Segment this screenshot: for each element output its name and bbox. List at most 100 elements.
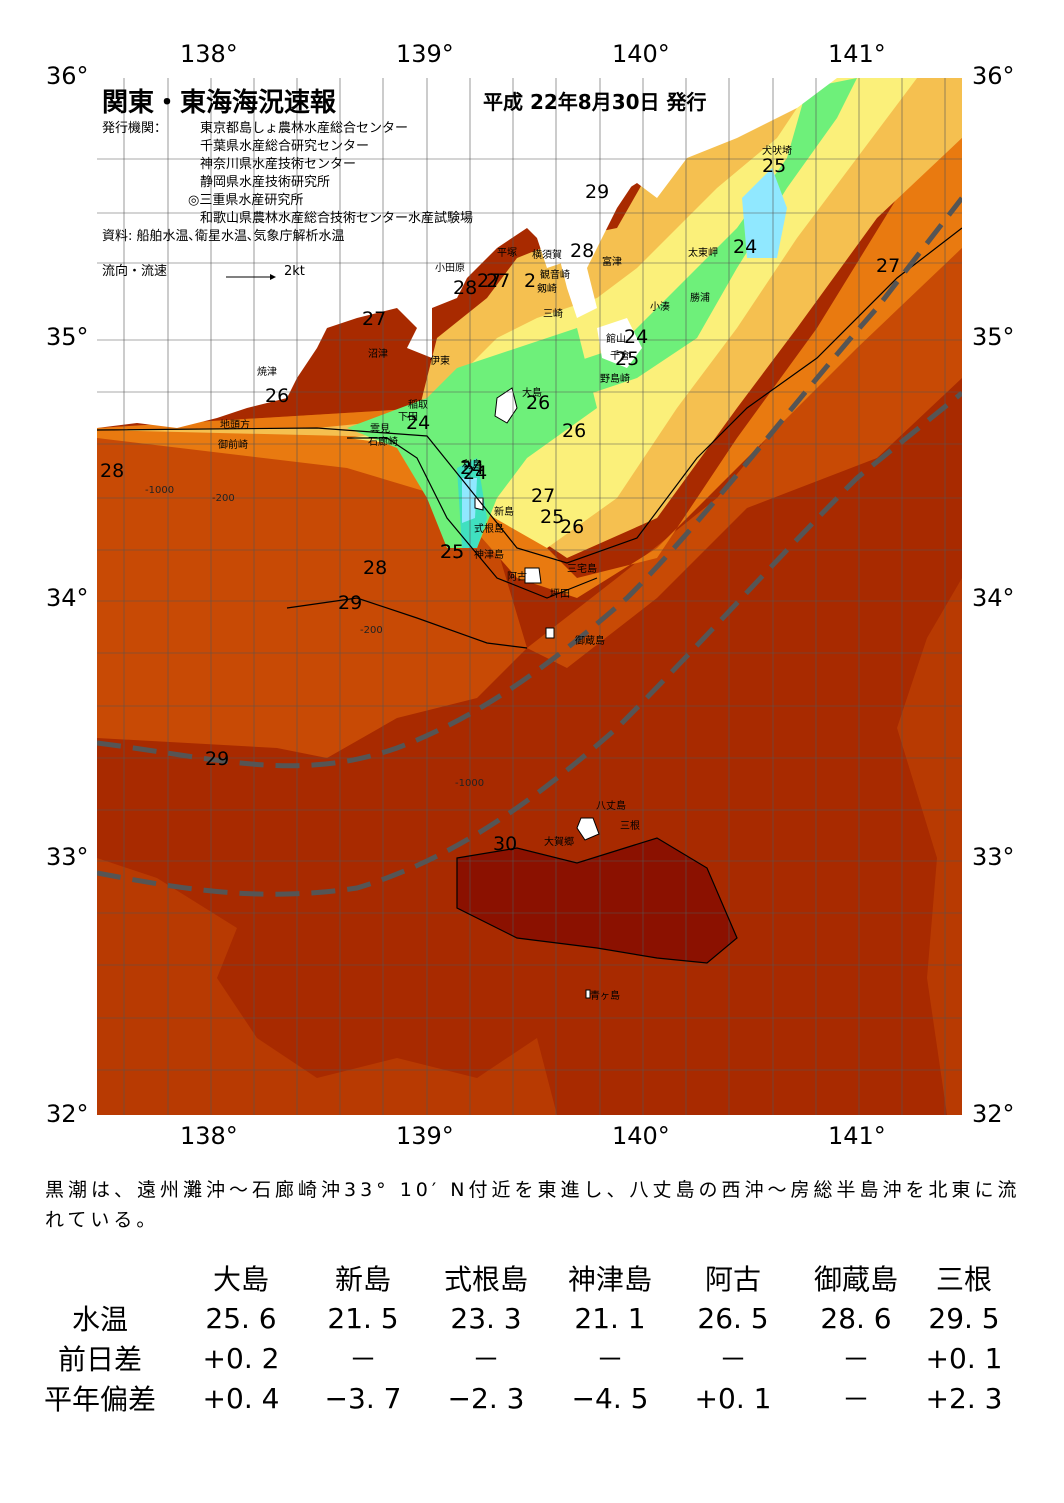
table-cell: +0. 2 xyxy=(202,1341,280,1375)
place-name: 大島 xyxy=(522,388,542,399)
isotherm-label: 27 xyxy=(477,270,502,292)
land-mikurajima xyxy=(545,627,555,639)
isotherm-label: 25 xyxy=(540,506,565,528)
isotherm-label: 30 xyxy=(493,833,518,855)
flow-legend-label: 流向・流速 xyxy=(102,264,168,279)
isotherm-label: 24 xyxy=(406,412,431,434)
isotherm-label: 25 xyxy=(615,348,640,370)
lon-label-140-bottom: 140° xyxy=(612,1122,670,1150)
lat-label-35-left: 35° xyxy=(46,323,89,351)
table-cell: 29. 5 xyxy=(928,1301,1000,1335)
place-name: 小湊 xyxy=(650,302,670,313)
lat-label-34-right: 34° xyxy=(972,584,1015,612)
lat-label-32-left: 32° xyxy=(46,1100,89,1128)
isotherm-label: 2 xyxy=(524,270,537,292)
isotherm-label: 25 xyxy=(762,155,787,177)
isotherm-label: 25 xyxy=(440,541,465,563)
isotherm-label: 27 xyxy=(486,270,511,292)
lat-label-36-left: 36° xyxy=(46,62,89,90)
place-name: 阿古 xyxy=(507,572,527,583)
place-name: 三根 xyxy=(620,821,640,832)
isotherm-label: 24 xyxy=(733,236,758,258)
place-name: 三崎 xyxy=(543,309,563,320)
sst-band-28-west xyxy=(97,408,527,758)
table-header-cell: 三根 xyxy=(935,1263,992,1296)
lat-label-35-right: 35° xyxy=(972,323,1015,351)
kuroshio-axis xyxy=(97,196,962,897)
depth-label: -200 xyxy=(360,625,383,636)
table-cell: −2. 3 xyxy=(447,1381,525,1415)
place-name: 横須賀 xyxy=(532,250,562,261)
depth-label: -200 xyxy=(212,493,235,504)
table-header-cell: 阿古 xyxy=(704,1263,761,1296)
lat-label-36-right: 36° xyxy=(972,62,1015,90)
table-cell: － xyxy=(841,1383,870,1416)
place-name: 稲取 xyxy=(408,400,428,411)
table-row: 前日差 +0. 2 － － － － － +0. 1 xyxy=(20,1338,1010,1378)
isotherm-label: 25 xyxy=(440,541,465,563)
place-name: 千倉 xyxy=(610,351,630,362)
table-row: 水温 25. 6 21. 5 23. 3 21. 1 26. 5 28. 6 2… xyxy=(20,1298,1010,1338)
table-cell: 26. 5 xyxy=(697,1301,769,1335)
publisher-item: 和歌山県農林水産総合技術センター水産試験場 xyxy=(200,211,474,226)
place-name: 八丈島 xyxy=(596,801,626,812)
table-cell: 25. 6 xyxy=(205,1301,277,1335)
place-name: 御前崎 xyxy=(218,440,248,451)
table-cell: － xyxy=(348,1343,377,1376)
data-source: 資料: 船舶水温､衛星水温､気象庁解析水温 xyxy=(102,229,345,244)
lon-label-139-bottom: 139° xyxy=(396,1122,454,1150)
table-cell: +2. 3 xyxy=(925,1381,1003,1415)
row-label: 平年偏差 xyxy=(43,1383,156,1416)
table-header-cell: 神津島 xyxy=(567,1263,652,1296)
place-name: 坪田 xyxy=(550,589,570,600)
isotherm-label: 29 xyxy=(338,592,363,614)
temperature-table: 大島 新島 式根島 神津島 阿古 御蔵島 三根 水温 25. 6 21. 5 2… xyxy=(20,1258,1010,1418)
lon-label-138-top: 138° xyxy=(180,40,238,68)
table-cell: +0. 1 xyxy=(694,1381,772,1415)
place-name: 青ヶ島 xyxy=(590,991,620,1002)
sea-temperature-map xyxy=(97,78,962,1115)
place-name: 雲見 xyxy=(370,424,390,435)
place-name: 三宅島 xyxy=(567,564,597,575)
table-cell: － xyxy=(595,1343,624,1376)
sst-band-30-core xyxy=(457,838,737,963)
place-name: 勝浦 xyxy=(690,293,710,304)
publisher-list: 東京都島しょ農林水産総合センター 千葉県水産総合研究センター 神奈川県水産技術セ… xyxy=(188,120,474,228)
place-name: 大賀郷 xyxy=(544,837,574,848)
lat-label-34-left: 34° xyxy=(46,584,89,612)
sst-band-27 xyxy=(97,138,962,598)
isotherm-label: 27 xyxy=(531,485,556,507)
publisher-item: 東京都島しょ農林水産総合センター xyxy=(200,121,409,136)
isotherm-label: 28 xyxy=(363,557,388,579)
land-boso-tip xyxy=(597,318,642,368)
place-name: 神津島 xyxy=(474,550,504,561)
map-title: 関東・東海海況速報 xyxy=(102,88,337,118)
lon-label-138-bottom: 138° xyxy=(180,1122,238,1150)
isotherm-label: 24 xyxy=(624,326,649,348)
sst-band-28-south xyxy=(97,858,557,1115)
place-name: 石廊崎 xyxy=(368,437,398,448)
sst-band-22-niijima xyxy=(462,478,477,523)
table-cell: 21. 5 xyxy=(327,1301,399,1335)
isotherm-label: 28 xyxy=(100,460,125,482)
table-cell: － xyxy=(471,1343,500,1376)
lon-label-141-top: 141° xyxy=(828,40,886,68)
lon-label-141-bottom: 141° xyxy=(828,1122,886,1150)
land-honshu xyxy=(97,78,837,428)
land-miyakejima xyxy=(524,567,542,584)
table-corner xyxy=(20,1258,180,1298)
depth-label: -1000 xyxy=(455,778,485,789)
lon-label-140-top: 140° xyxy=(612,40,670,68)
issue-date: 平成 22年8月30日 発行 xyxy=(483,90,707,114)
table-cell: 28. 6 xyxy=(820,1301,892,1335)
place-name: 小田原 xyxy=(435,263,465,274)
place-name: 式根島 xyxy=(474,524,504,535)
isotherm-label: 28 xyxy=(453,277,478,299)
graticule xyxy=(97,78,962,1115)
land-oshima xyxy=(494,387,518,424)
place-name: 下田 xyxy=(398,412,418,423)
table-cell: −3. 7 xyxy=(324,1381,402,1415)
sst-band-24-boso xyxy=(557,78,857,398)
table-cell: +0. 4 xyxy=(202,1381,280,1415)
depth-label: -1000 xyxy=(145,485,175,496)
